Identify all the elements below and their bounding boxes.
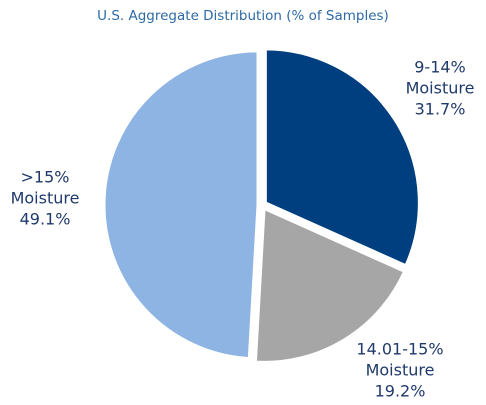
value-label: 19.2% <box>374 381 426 401</box>
category-label: >15% Moisture <box>10 167 80 208</box>
slice-label: >15% Moisture 49.1% <box>0 167 90 230</box>
slice-label: 9-14% Moisture 31.7% <box>395 57 485 120</box>
chart-title: U.S. Aggregate Distribution (% of Sample… <box>97 8 389 24</box>
slice-label: 14.01-15% Moisture 19.2% <box>350 339 450 402</box>
pie-slice <box>253 206 407 364</box>
pie-slice <box>263 47 421 268</box>
pie-slice <box>102 49 260 361</box>
category-label: 9-14% Moisture <box>405 57 475 98</box>
category-label: 14.01-15% Moisture <box>356 339 444 380</box>
value-label: 31.7% <box>414 99 466 119</box>
value-label: 49.1% <box>19 209 71 229</box>
